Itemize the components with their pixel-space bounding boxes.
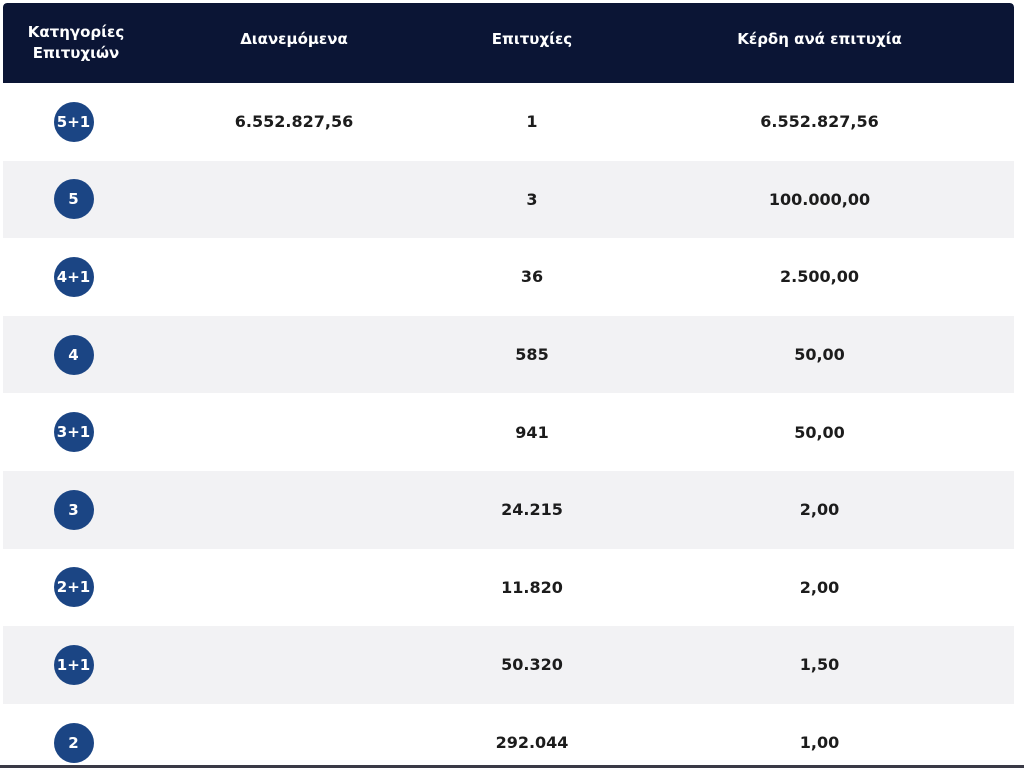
category-badge: 4+1 xyxy=(53,256,94,297)
prize-cell: 50,00 xyxy=(794,345,845,365)
prize-cell: 2,00 xyxy=(799,500,840,520)
table-row: 3+1 941 50,00 xyxy=(3,393,1014,471)
table-row: 4 585 50,00 xyxy=(3,315,1014,394)
category-badge: 1+1 xyxy=(53,644,94,685)
header-winners: Επιτυχίες xyxy=(491,30,573,48)
table-row: 3 24.215 2,00 xyxy=(3,470,1014,549)
results-table: Κατηγορίες Επιτυχιών Διανεμόμενα Επιτυχί… xyxy=(3,3,1014,768)
table-header: Κατηγορίες Επιτυχιών Διανεμόμενα Επιτυχί… xyxy=(3,3,1014,83)
prize-cell: 1,50 xyxy=(799,655,840,675)
header-category: Κατηγορίες Επιτυχιών xyxy=(3,22,149,64)
header-distributed: Διανεμόμενα xyxy=(240,30,348,48)
table-row: 2 292.044 1,00 xyxy=(3,703,1014,768)
header-category-line1: Κατηγορίες xyxy=(27,23,125,41)
prize-cell: 100.000,00 xyxy=(768,189,871,209)
winners-cell: 11.820 xyxy=(501,577,563,597)
winners-cell: 3 xyxy=(526,189,538,209)
prize-cell: 6.552.827,56 xyxy=(760,112,879,132)
distributed-cell: 6.552.827,56 xyxy=(234,112,354,132)
table-row: 2+1 11.820 2,00 xyxy=(3,548,1014,627)
prize-cell: 2,00 xyxy=(799,577,840,597)
table-row: 5 3 100.000,00 xyxy=(3,160,1014,239)
category-badge: 2+1 xyxy=(53,567,94,608)
category-badge: 3+1 xyxy=(53,412,94,453)
winners-cell: 24.215 xyxy=(501,500,563,520)
category-badge: 5 xyxy=(53,179,94,220)
category-badge: 2 xyxy=(53,722,94,763)
winners-cell: 941 xyxy=(515,422,549,442)
winners-cell: 585 xyxy=(515,345,549,365)
winners-cell: 292.044 xyxy=(495,733,569,753)
category-badge: 3 xyxy=(53,489,94,530)
header-category-line2: Επιτυχιών xyxy=(32,44,120,62)
category-badge: 5+1 xyxy=(53,101,94,142)
prize-cell: 1,00 xyxy=(799,733,840,753)
bottom-edge xyxy=(0,765,1024,768)
table-row: 5+1 6.552.827,56 1 6.552.827,56 xyxy=(3,83,1014,161)
winners-cell: 36 xyxy=(520,267,544,287)
category-badge: 4 xyxy=(53,334,94,375)
header-prize: Κέρδη ανά επιτυχία xyxy=(737,30,902,48)
prize-cell: 50,00 xyxy=(794,422,845,442)
table-row: 4+1 36 2.500,00 xyxy=(3,238,1014,316)
winners-cell: 1 xyxy=(526,112,538,132)
table-row: 1+1 50.320 1,50 xyxy=(3,626,1014,704)
prize-cell: 2.500,00 xyxy=(780,267,859,287)
winners-cell: 50.320 xyxy=(501,655,563,675)
